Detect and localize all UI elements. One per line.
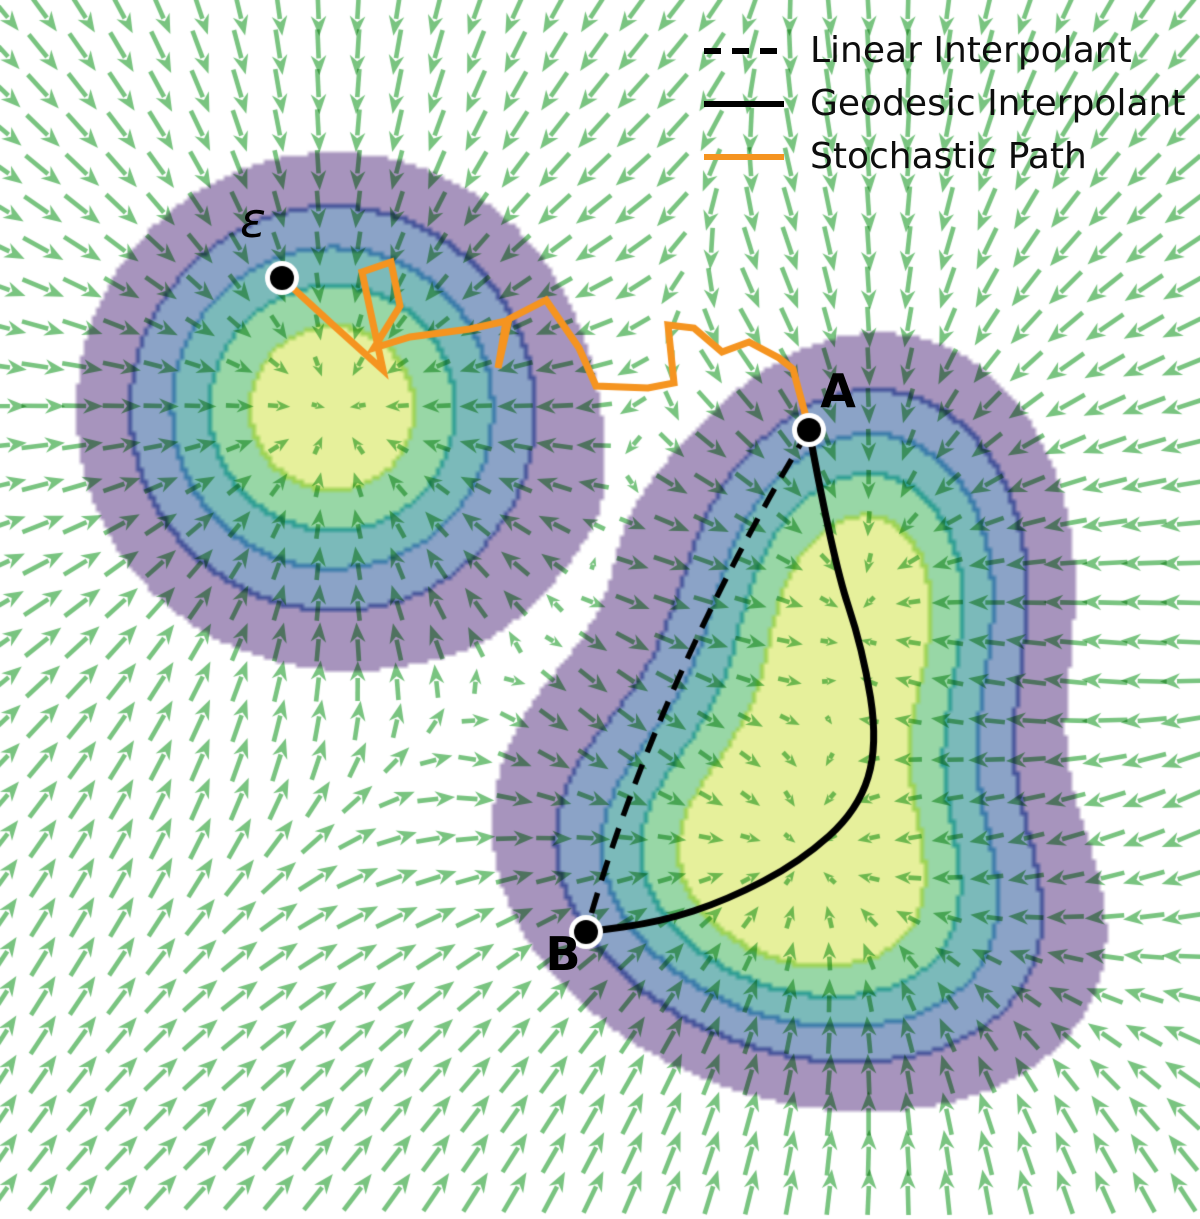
solid-line-sample-icon: [704, 100, 784, 107]
legend-row-stochastic: Stochastic Path: [698, 130, 1185, 183]
dashed-line-sample-icon: [704, 47, 784, 54]
legend-item-label: Stochastic Path: [810, 136, 1087, 177]
legend: Linear Interpolant Geodesic Interpolant …: [698, 24, 1185, 183]
legend-item-label: Linear Interpolant: [810, 30, 1132, 71]
legend-row-linear: Linear Interpolant: [698, 24, 1185, 77]
legend-row-geodesic: Geodesic Interpolant: [698, 77, 1185, 130]
orange-line-sample-icon: [704, 153, 784, 160]
legend-item-label: Geodesic Interpolant: [810, 83, 1186, 124]
